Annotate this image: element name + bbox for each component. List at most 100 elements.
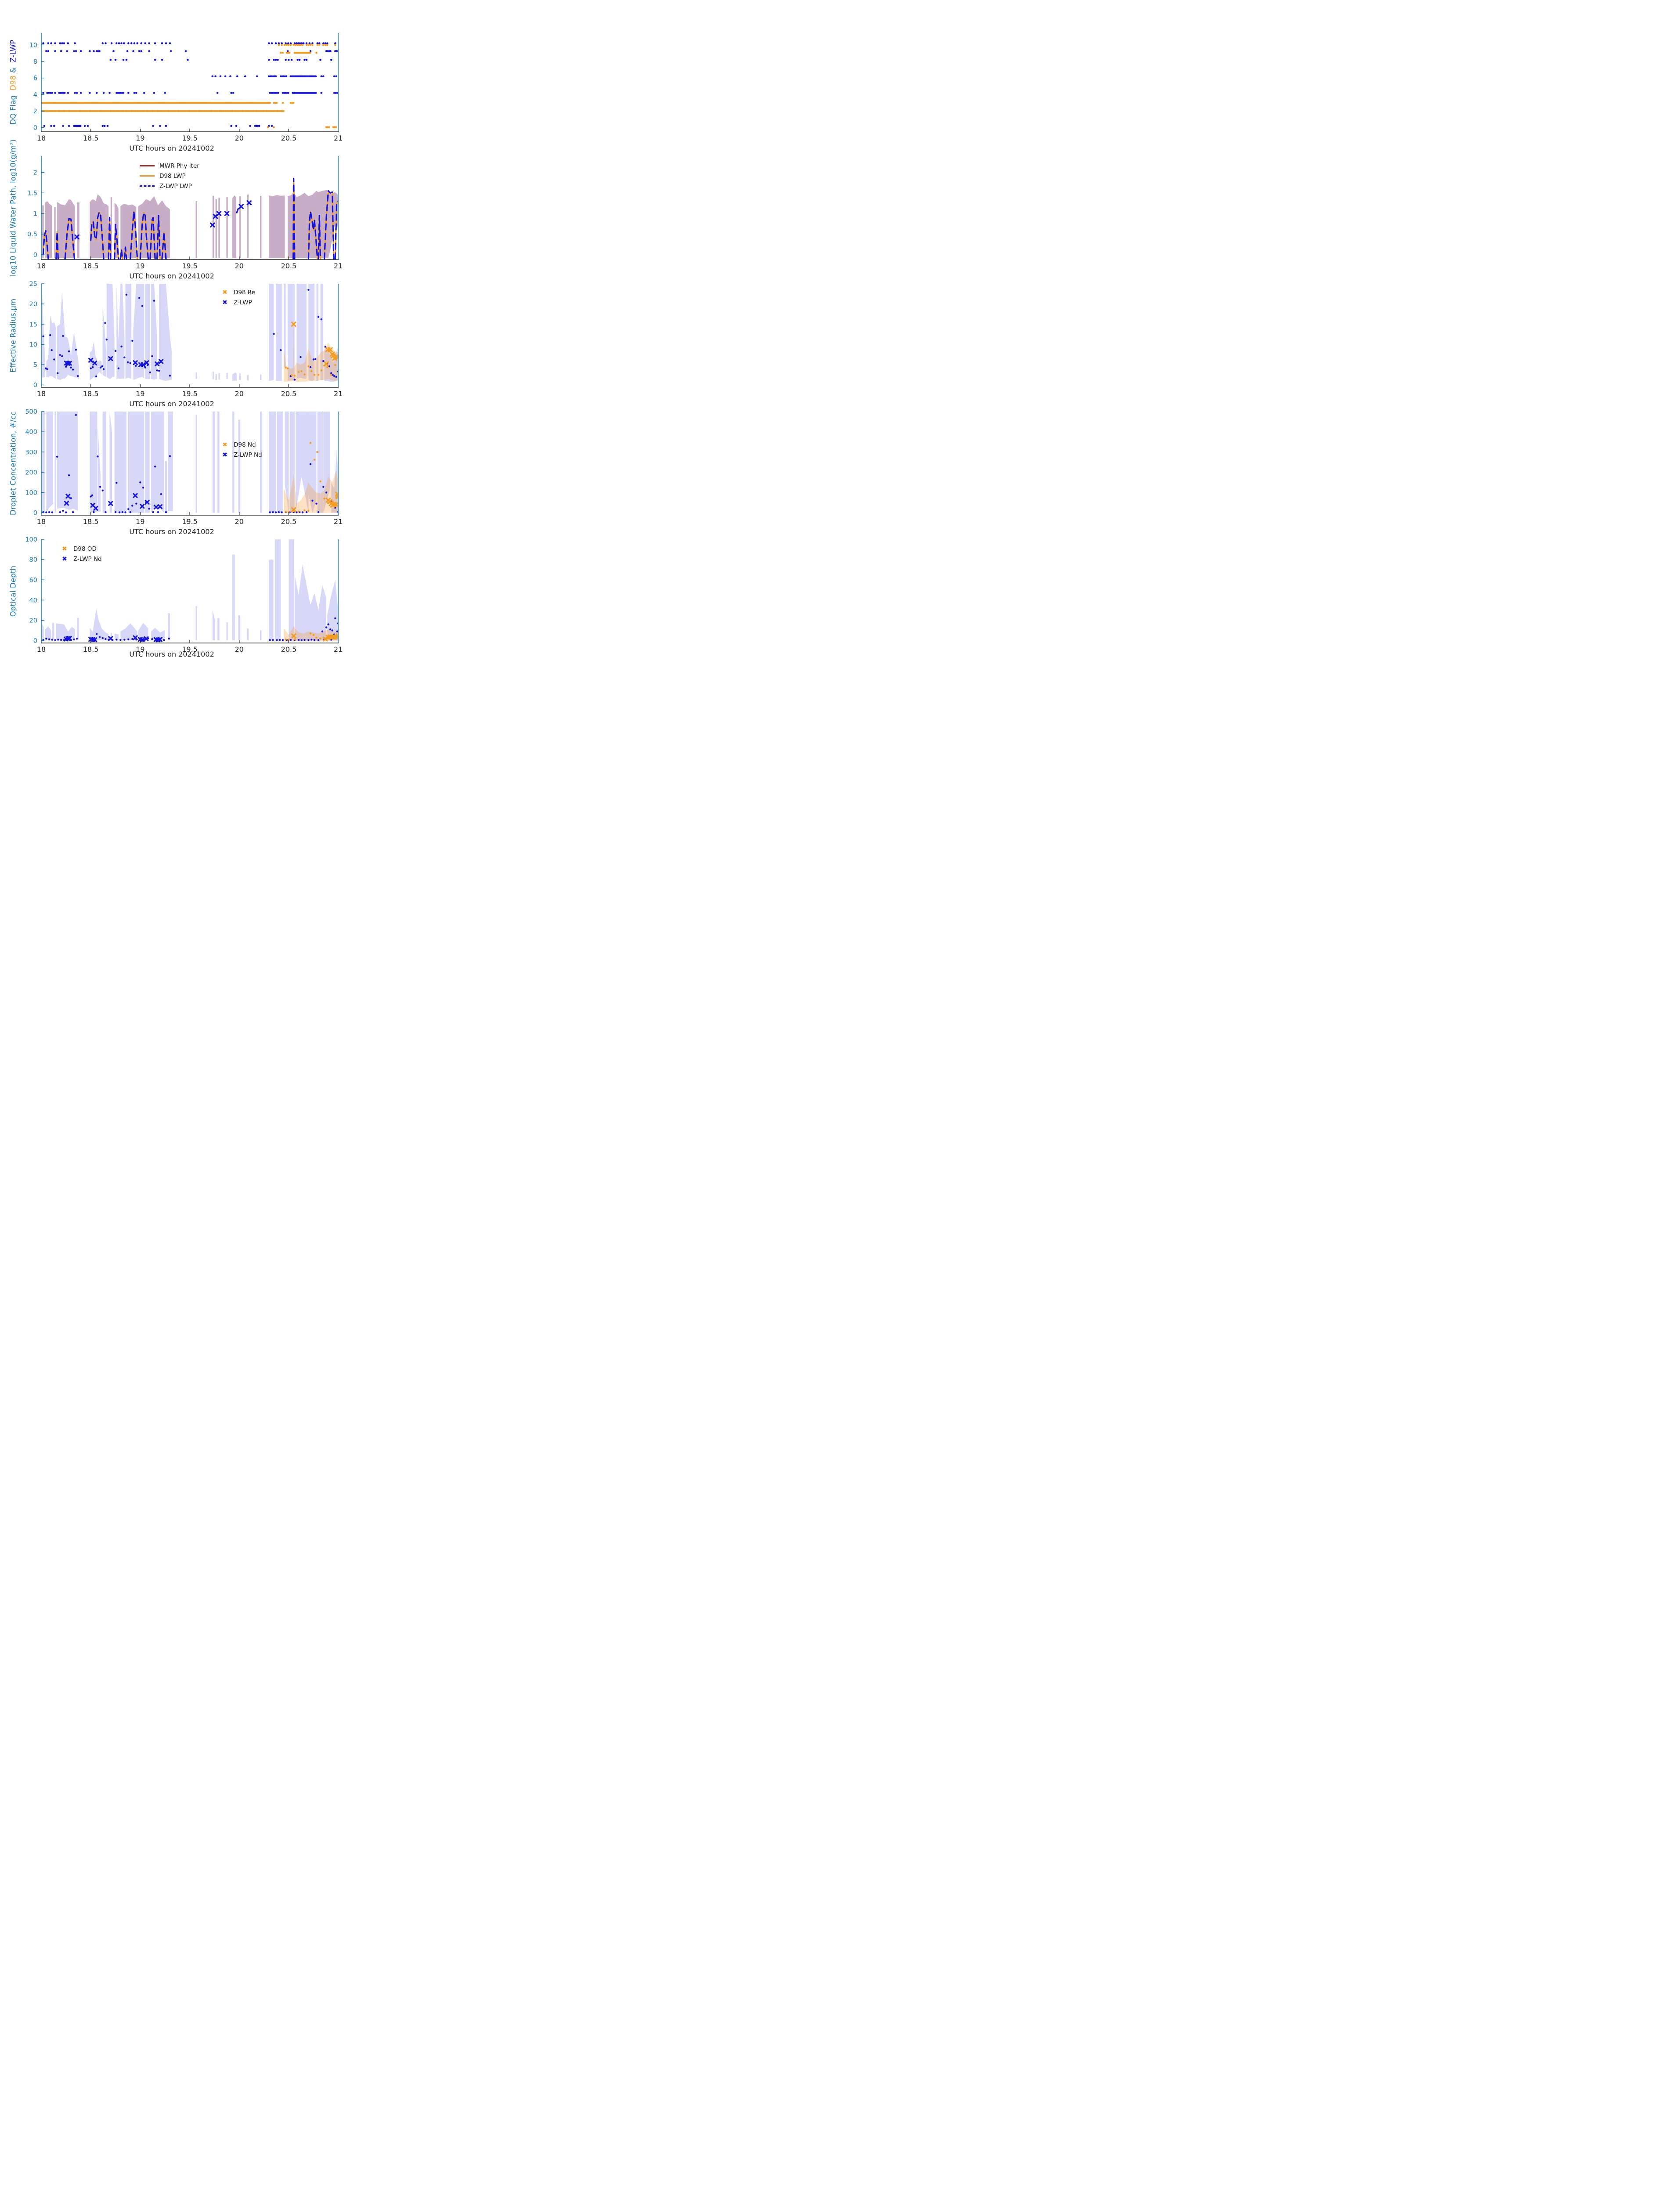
- svg-text:60: 60: [29, 577, 37, 584]
- legend-item-d98lwp: D98 LWP: [140, 171, 199, 181]
- legend-item-d98nd: D98 Nd: [221, 440, 262, 450]
- svg-text:25: 25: [29, 281, 37, 288]
- svg-text:18: 18: [37, 517, 46, 526]
- svg-text:19: 19: [136, 645, 145, 654]
- lwp-legend: MWR Phy Iter D98 LWP Z-LWP LWP: [140, 161, 199, 191]
- svg-text:21: 21: [334, 645, 343, 654]
- svg-text:19.5: 19.5: [182, 262, 198, 270]
- svg-text:21: 21: [334, 390, 343, 398]
- solid-line-swatch-icon: [140, 175, 155, 177]
- x-marker-icon: [221, 300, 229, 306]
- od-legend: D98 OD Z-LWP Nd: [61, 544, 102, 564]
- re-xlabel: UTC hours on 20241002: [129, 400, 214, 408]
- od-ylabel: Optical Depth: [9, 565, 18, 617]
- legend-label: D98 Nd: [234, 441, 256, 448]
- svg-text:20.5: 20.5: [281, 134, 297, 142]
- legend-label: D98 Re: [234, 289, 255, 296]
- svg-text:18.5: 18.5: [83, 517, 99, 526]
- svg-text:18: 18: [37, 645, 46, 654]
- legend-item-zlwpre: Z-LWP: [221, 297, 255, 307]
- svg-text:18: 18: [37, 134, 46, 142]
- legend-label: Z-LWP: [234, 299, 252, 306]
- lwp-ylabel: log10 Liquid Water Path, log10(g/m²): [9, 139, 18, 277]
- svg-text:0: 0: [33, 252, 37, 259]
- legend-label: MWR Phy Iter: [159, 162, 199, 170]
- dq-ylabel: DQ Flag D98 & Z-LWP: [9, 40, 18, 125]
- solid-line-swatch-icon: [140, 165, 155, 166]
- svg-text:100: 100: [25, 536, 37, 543]
- svg-text:2: 2: [33, 108, 37, 115]
- svg-text:8: 8: [33, 58, 37, 65]
- svg-text:18: 18: [37, 390, 46, 398]
- dq-ylabel-part: D98: [9, 75, 18, 90]
- svg-text:40: 40: [29, 597, 37, 604]
- svg-text:0: 0: [33, 510, 37, 517]
- figure: 0 2 4 6 8 10 18 18.5 19 19.5 20 20.5 21 0 0.5 1 1.5 2 18 18…: [0, 0, 420, 659]
- svg-text:10: 10: [29, 42, 37, 49]
- svg-text:0: 0: [33, 638, 37, 645]
- svg-text:15: 15: [29, 321, 37, 328]
- svg-text:20.5: 20.5: [281, 645, 297, 654]
- legend-label: D98 LWP: [159, 172, 186, 180]
- nd-ylabel: Droplet Concentration, #/cc: [9, 411, 18, 516]
- svg-text:18.5: 18.5: [83, 645, 99, 654]
- legend-label: Z-LWP Nd: [234, 451, 262, 459]
- svg-text:6: 6: [33, 75, 37, 82]
- x-marker-icon: [221, 289, 229, 296]
- x-marker-icon: [61, 556, 69, 562]
- svg-text:500: 500: [25, 408, 37, 415]
- legend-label: Z-LWP Nd: [73, 555, 102, 563]
- od-xlabel: UTC hours on 20241002: [129, 650, 214, 658]
- svg-text:400: 400: [25, 429, 37, 436]
- svg-text:20: 20: [29, 617, 37, 624]
- svg-text:21: 21: [334, 134, 343, 142]
- legend-item-mwr: MWR Phy Iter: [140, 161, 199, 171]
- re-legend: D98 Re Z-LWP: [221, 287, 255, 307]
- legend-item-d98od: D98 OD: [61, 544, 102, 554]
- legend-item-zlwplwp: Z-LWP LWP: [140, 181, 199, 191]
- svg-text:20: 20: [235, 517, 243, 526]
- svg-text:2: 2: [33, 170, 37, 177]
- svg-text:1.5: 1.5: [27, 190, 37, 197]
- svg-text:20.5: 20.5: [281, 262, 297, 270]
- dq-ylabel-part: DQ Flag: [9, 90, 18, 125]
- svg-text:18.5: 18.5: [83, 390, 99, 398]
- x-marker-icon: [221, 442, 229, 448]
- svg-text:19.5: 19.5: [182, 645, 198, 654]
- svg-text:300: 300: [25, 449, 37, 456]
- svg-text:1: 1: [33, 210, 37, 217]
- svg-text:18: 18: [37, 262, 46, 270]
- legend-item-zlwpod: Z-LWP Nd: [61, 554, 102, 564]
- svg-text:18.5: 18.5: [83, 134, 99, 142]
- dq-ylabel-part: &: [9, 62, 18, 76]
- lwp-xlabel: UTC hours on 20241002: [129, 272, 214, 280]
- legend-item-zlwpnd: Z-LWP Nd: [221, 450, 262, 460]
- svg-text:19: 19: [136, 262, 145, 270]
- svg-text:19: 19: [136, 134, 145, 142]
- svg-text:20: 20: [235, 390, 243, 398]
- svg-text:0: 0: [33, 382, 37, 389]
- svg-text:0.5: 0.5: [27, 231, 37, 238]
- re-ylabel: Effective Radius,μm: [9, 298, 18, 373]
- svg-text:10: 10: [29, 341, 37, 348]
- legend-label: D98 OD: [73, 545, 97, 553]
- svg-text:19.5: 19.5: [182, 517, 198, 526]
- dq-xlabel: UTC hours on 20241002: [129, 144, 214, 152]
- svg-text:20: 20: [235, 645, 243, 654]
- svg-text:20.5: 20.5: [281, 390, 297, 398]
- dashed-line-swatch-icon: [140, 185, 155, 187]
- nd-legend: D98 Nd Z-LWP Nd: [221, 440, 262, 460]
- svg-text:19.5: 19.5: [182, 390, 198, 398]
- svg-text:19: 19: [136, 517, 145, 526]
- legend-item-d98re: D98 Re: [221, 287, 255, 297]
- svg-text:5: 5: [33, 361, 37, 368]
- nd-xlabel: UTC hours on 20241002: [129, 527, 214, 536]
- svg-text:20.5: 20.5: [281, 517, 297, 526]
- svg-text:100: 100: [25, 489, 37, 496]
- svg-text:20: 20: [235, 134, 243, 142]
- dq-ylabel-part: Z-LWP: [9, 40, 18, 63]
- svg-text:20: 20: [235, 262, 243, 270]
- svg-text:18.5: 18.5: [83, 262, 99, 270]
- svg-text:21: 21: [334, 517, 343, 526]
- legend-label: Z-LWP LWP: [159, 182, 192, 190]
